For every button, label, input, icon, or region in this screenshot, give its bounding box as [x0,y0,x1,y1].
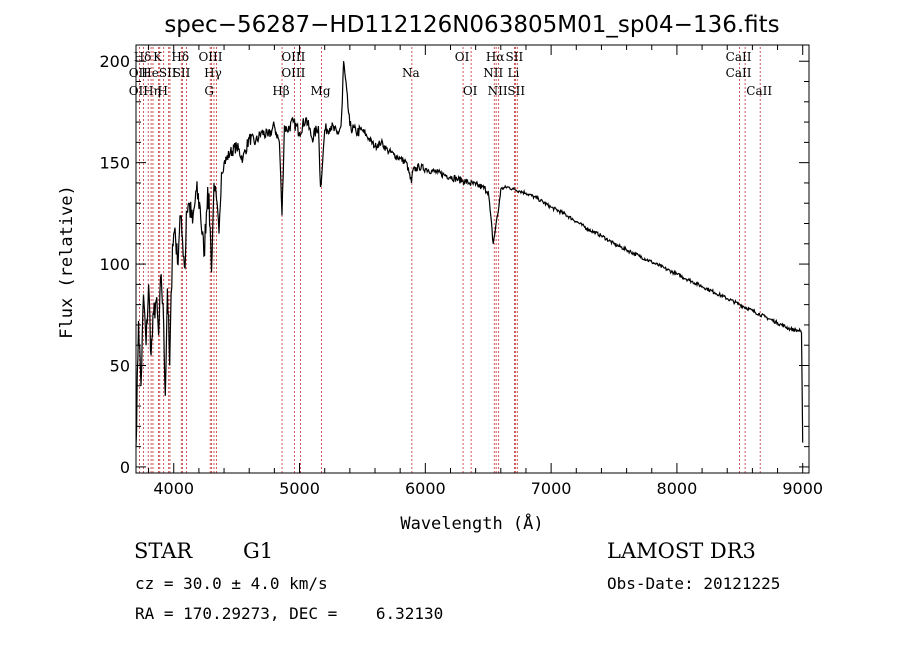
x-tick-label: 5000 [279,479,320,498]
spectral-line-label: SII [506,50,524,64]
observation-date: Obs-Date: 20121225 [607,574,781,593]
spectral-line-label: OII [129,84,149,98]
spectral-line-label: H [157,84,167,98]
spectral-line-label: OI [455,50,470,64]
object-class: STAR [134,539,193,563]
x-tick-label: 8000 [657,479,698,498]
spectrum-series-line [135,61,804,447]
spectral-line-label: CaII [726,50,752,64]
x-tick-label: 9000 [782,479,823,498]
spectral-line-label: Hη [143,84,161,98]
survey-name: LAMOST DR3 [607,539,756,563]
spectral-line-label: OIII [281,50,305,64]
spectral-line-label: SII [159,66,177,80]
spectral-line-label: NII [483,66,503,80]
y-tick-label: 200 [99,52,130,71]
spectral-line-label: OI [463,84,478,98]
x-tick-label: 7000 [531,479,572,498]
spectral-line-label: Hα [486,50,505,64]
y-tick-label: 100 [99,255,130,274]
spectral-line-label: He [141,66,159,80]
x-tick-label: 6000 [405,479,446,498]
spectral-line-label: Hδ [171,50,189,64]
axis-ticks: 4000 5000 6000 7000 8000 9000 0 50 100 150 200 [99,45,823,498]
spectral-line-label: OIII [198,50,222,64]
spectral-line-label: Hδ [134,50,152,64]
ra-dec-coordinates: RA = 170.29273, DEC = 6.32130 [135,604,444,623]
spectral-line-label: SII [507,84,525,98]
spectral-line-label: NII [488,84,508,98]
spectral-line-label: Hγ [204,66,222,80]
redshift-cz: cz = 30.0 ± 4.0 km/s [135,574,328,593]
spectral-line-label: Hβ [272,84,289,98]
spectral-line-label: Mg [311,84,331,98]
y-axis-label: Flux (relative) [57,185,77,339]
x-tick-label: 4000 [153,479,194,498]
y-tick-label: 0 [120,458,130,477]
spectral-line-label: G [204,84,214,98]
x-axis-label: Wavelength (Å) [400,512,543,534]
spectral-line-label: OII [129,66,149,80]
y-tick-label: 50 [110,356,130,375]
spectral-line-label: SII [173,66,191,80]
spectral-line-label: Li [507,66,519,80]
spectral-line-label: K [153,50,163,64]
object-subclass: G1 [243,539,274,563]
spectral-line-label: Na [402,66,420,80]
spectral-line-label: CaII [746,84,772,98]
spectral-line-label: CaII [726,66,752,80]
chart-title: spec−56287−HD112126N063805M01_sp04−136.f… [164,12,779,38]
plot-frame [135,44,810,474]
spectral-line-label: OIII [281,66,305,80]
y-tick-label: 150 [99,154,130,173]
